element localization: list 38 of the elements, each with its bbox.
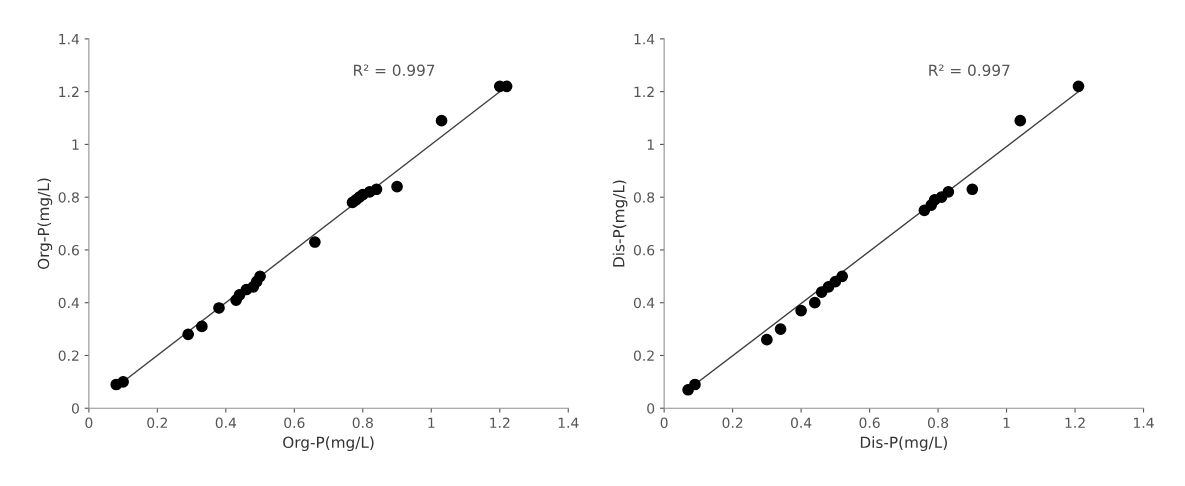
- y-tick-label: 0: [71, 403, 79, 414]
- y-axis-title: Dis-P(mg/L): [612, 180, 628, 267]
- x-tick-label: 0.8: [927, 417, 949, 429]
- y-tick-label: 0.4: [633, 297, 655, 309]
- y-tick-label: 0.6: [633, 244, 655, 256]
- y-tick-label: 0.6: [58, 244, 79, 256]
- x-axis-title: Dis-P(mg/L): [860, 436, 947, 452]
- x-tick-label: 1.4: [1134, 417, 1154, 428]
- x-tick-label: 1.2: [1065, 417, 1085, 428]
- y-tick-label: 1: [647, 139, 654, 150]
- x-tick-label: 0.6: [859, 417, 880, 429]
- x-tick-label: 1.4: [558, 417, 579, 428]
- x-tick-label: 0.2: [147, 417, 168, 429]
- annotation: R² = 0.997: [354, 64, 435, 77]
- y-tick-label: 1.2: [59, 86, 79, 97]
- y-tick-label: 0: [647, 403, 655, 414]
- y-tick-label: 0.8: [633, 192, 655, 203]
- y-tick-label: 0.4: [58, 297, 80, 309]
- y-tick-label: 0.8: [58, 192, 79, 203]
- x-axis-title: Org-P(mg/L): [283, 436, 374, 452]
- x-tick-label: 0.8: [352, 417, 373, 429]
- x-tick-label: 0.4: [215, 417, 237, 429]
- y-tick-label: 1: [72, 139, 79, 150]
- y-tick-label: 1.4: [634, 34, 655, 45]
- y-axis-title: Org-P(mg/L): [37, 178, 53, 270]
- y-tick-label: 1.4: [59, 34, 80, 45]
- x-tick-label: 0: [660, 417, 668, 429]
- y-tick-label: 1.2: [634, 86, 654, 97]
- x-tick-label: 1: [1003, 417, 1010, 428]
- annotation: R² = 0.997: [929, 64, 1010, 77]
- x-tick-label: 0.4: [790, 417, 812, 429]
- y-tick-label: 0.2: [58, 350, 79, 361]
- x-tick-label: 1.2: [490, 417, 510, 428]
- x-tick-label: 0.6: [284, 417, 305, 429]
- x-tick-label: 0: [85, 417, 93, 429]
- y-tick-label: 0.2: [633, 350, 654, 361]
- x-tick-label: 1: [428, 417, 435, 428]
- x-tick-label: 0.2: [722, 417, 743, 429]
